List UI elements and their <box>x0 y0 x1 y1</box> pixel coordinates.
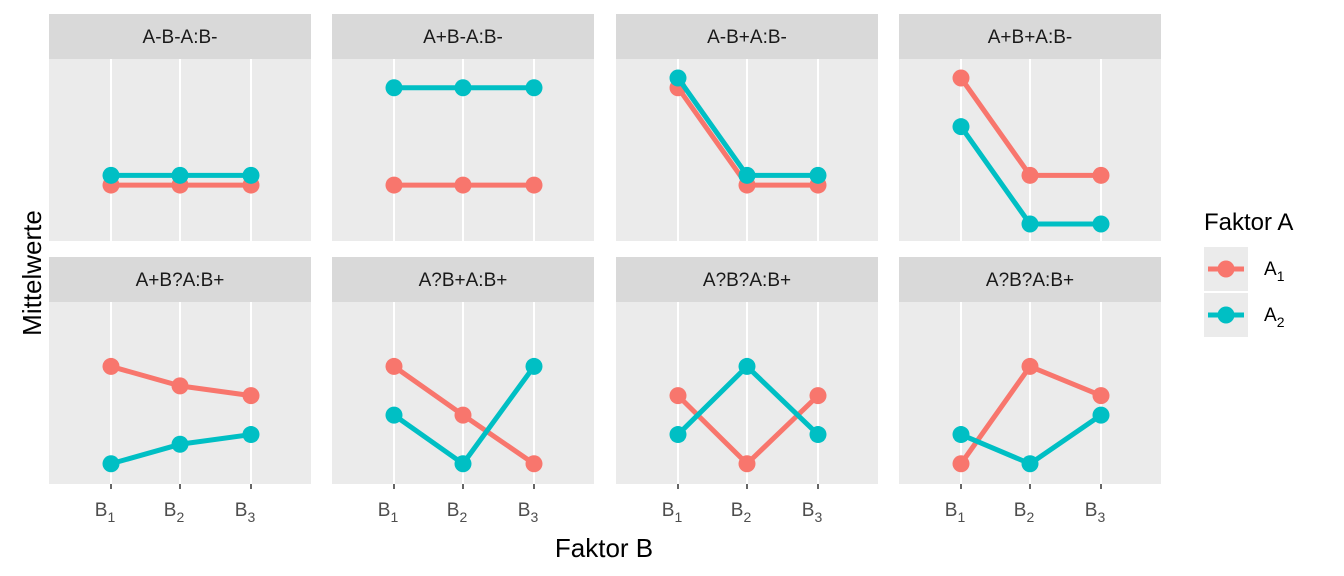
data-point-a2 <box>809 166 827 184</box>
facet-strip <box>899 14 1161 59</box>
facet-strip-label: A-B-A:B- <box>143 27 218 48</box>
data-point-a2 <box>1021 455 1039 473</box>
data-point-a2 <box>1092 215 1110 233</box>
x-axis-title: Faktor B <box>555 533 653 563</box>
data-point-a2 <box>102 166 120 184</box>
facet-strip <box>332 257 594 302</box>
data-point-a1 <box>525 455 543 473</box>
data-point-a2 <box>952 426 970 444</box>
facet-panel: A?B?A:B+ <box>899 257 1161 484</box>
data-point-a1 <box>171 377 189 395</box>
x-tick-label: B1 <box>378 500 399 525</box>
facet-panel: A-B-A:B- <box>49 14 311 241</box>
facet-strip <box>49 14 311 59</box>
legend-title: Faktor A <box>1204 209 1293 236</box>
facet-panel: A+B+A:B- <box>899 14 1161 241</box>
facet-strip <box>49 257 311 302</box>
x-tick-label: B1 <box>95 500 116 525</box>
data-point-a1 <box>102 357 120 375</box>
data-point-a2 <box>1092 406 1110 424</box>
data-point-a1 <box>385 176 403 194</box>
x-tick-label: B1 <box>945 500 966 525</box>
data-point-a2 <box>102 455 120 473</box>
data-point-a2 <box>1021 215 1039 233</box>
facet-strip-label: A?B+A:B+ <box>419 270 508 291</box>
facet-panel: A-B+A:B- <box>616 14 878 241</box>
x-tick-label: B2 <box>1014 500 1035 525</box>
data-point-a2 <box>669 426 687 444</box>
facet-strip <box>899 257 1161 302</box>
facet-strip <box>616 257 878 302</box>
facet-strip-label: A+B-A:B- <box>423 27 503 48</box>
facet-panel: A+B-A:B- <box>332 14 594 241</box>
legend-key-point <box>1217 306 1235 324</box>
facet-strip-label: A?B?A:B+ <box>703 270 791 291</box>
data-point-a1 <box>454 406 472 424</box>
y-axis-title: Mittelwerte <box>17 210 47 336</box>
data-point-a2 <box>669 69 687 87</box>
data-point-a2 <box>809 426 827 444</box>
facet-strip <box>616 14 878 59</box>
data-point-a2 <box>738 166 756 184</box>
data-point-a2 <box>952 118 970 136</box>
x-tick-label: B3 <box>235 500 256 525</box>
data-point-a1 <box>242 387 260 405</box>
facet-panel: A+B?A:B+ <box>49 257 311 484</box>
data-point-a2 <box>242 426 260 444</box>
data-point-a1 <box>1092 387 1110 405</box>
legend-label: A2 <box>1264 305 1285 330</box>
facet-panel: A?B?A:B+ <box>616 257 878 484</box>
facet-panel: A?B+A:B+ <box>332 257 594 484</box>
data-point-a2 <box>525 79 543 97</box>
facet-strip-label: A?B?A:B+ <box>986 270 1074 291</box>
data-point-a1 <box>809 387 827 405</box>
legend: Faktor A A1 A2 <box>1204 209 1293 337</box>
facet-strip-label: A-B+A:B- <box>707 27 787 48</box>
x-tick-label: B2 <box>164 500 185 525</box>
facet-strip <box>332 14 594 59</box>
x-tick-label: B1 <box>662 500 683 525</box>
data-point-a1 <box>1021 357 1039 375</box>
facet-strip-label: A+B+A:B- <box>988 27 1073 48</box>
data-point-a2 <box>454 455 472 473</box>
legend-key-point <box>1217 260 1235 278</box>
x-tick-label: B3 <box>1085 500 1106 525</box>
data-point-a1 <box>738 455 756 473</box>
data-point-a2 <box>242 166 260 184</box>
data-point-a1 <box>1092 166 1110 184</box>
panels-group: A-B-A:B- A+B-A:B- A-B+A:B- A+B+A:B- A+B?A:B+… <box>49 14 1161 484</box>
data-point-a2 <box>454 79 472 97</box>
data-point-a1 <box>669 387 687 405</box>
legend-label: A1 <box>1264 259 1285 284</box>
data-point-a2 <box>385 79 403 97</box>
facet-strip-label: A+B?A:B+ <box>136 270 225 291</box>
x-tick-label: B2 <box>731 500 752 525</box>
x-tick-labels: B1 B2 B3 B1 B2 B3 B1 B2 B3 B1 B2 B3 <box>95 484 1106 525</box>
x-tick-label: B2 <box>447 500 468 525</box>
x-tick-label: B3 <box>802 500 823 525</box>
data-point-a1 <box>952 455 970 473</box>
data-point-a2 <box>385 406 403 424</box>
data-point-a1 <box>454 176 472 194</box>
x-tick-label: B3 <box>518 500 539 525</box>
data-point-a1 <box>525 176 543 194</box>
data-point-a2 <box>738 357 756 375</box>
data-point-a1 <box>952 69 970 87</box>
data-point-a1 <box>1021 166 1039 184</box>
data-point-a2 <box>525 357 543 375</box>
data-point-a2 <box>171 435 189 453</box>
data-point-a2 <box>171 166 189 184</box>
data-point-a1 <box>385 357 403 375</box>
